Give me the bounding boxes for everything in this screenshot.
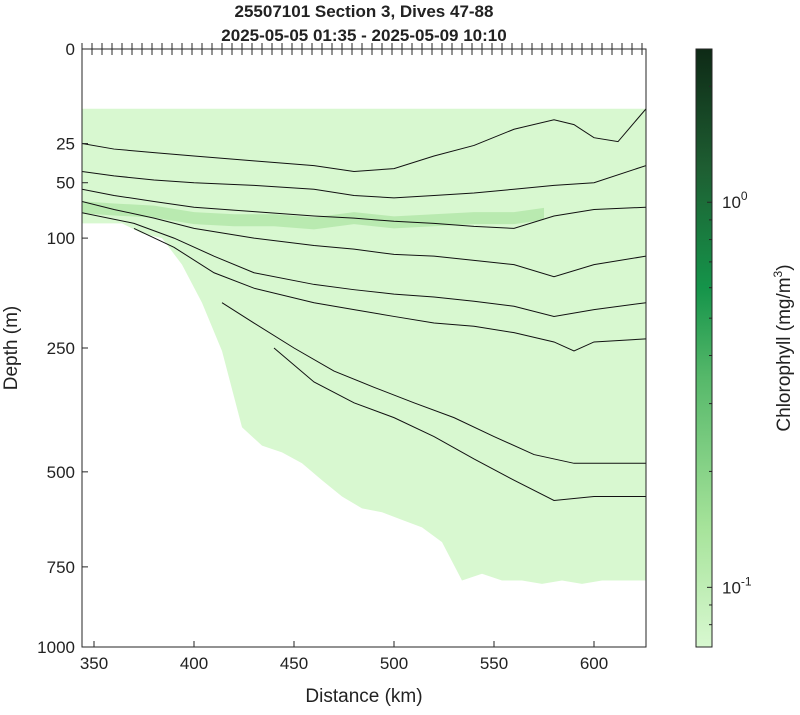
contour-line-4 <box>82 200 646 278</box>
data-field <box>82 108 646 584</box>
x-tick-label: 450 <box>280 654 308 673</box>
y-tick-label: 500 <box>47 463 75 482</box>
x-tick-label: 550 <box>480 654 508 673</box>
y-tick-label: 0 <box>66 40 75 59</box>
y-tick-label: 1000 <box>37 638 75 657</box>
plot-content <box>82 108 646 584</box>
x-tick-label: 600 <box>580 654 608 673</box>
y-tick-label: 25 <box>56 135 75 154</box>
contour-line-2 <box>82 165 646 199</box>
chlorophyll-max-band <box>82 201 544 230</box>
y-tick-label: 750 <box>47 558 75 577</box>
y-axis-label: Depth (m) <box>1 306 22 390</box>
dive-markers <box>81 43 646 55</box>
x-axis-label: Distance (km) <box>305 686 422 707</box>
contour-layer <box>82 108 646 501</box>
x-axis: 350 400 450 500 550 600 <box>80 641 608 673</box>
chart-title-line1: 25507101 Section 3, Dives 47-88 <box>235 2 494 21</box>
y-tick-label: 50 <box>56 174 75 193</box>
x-tick-label: 500 <box>380 654 408 673</box>
y-tick-label: 100 <box>47 229 75 248</box>
x-tick-label: 350 <box>80 654 108 673</box>
chart-title-line2: 2025-05-05 01:35 - 2025-05-09 10:10 <box>221 26 506 45</box>
contour-line-3 <box>82 188 646 229</box>
colorbar-ticks: 10-1 100 <box>707 85 752 648</box>
colorbar-tick-label: 100 <box>722 189 748 212</box>
contour-line-7 <box>221 302 646 464</box>
contour-line-5 <box>82 212 646 317</box>
y-axis: 0 25 50 100 250 500 750 1000 <box>37 40 88 657</box>
contour-line-6 <box>133 227 646 352</box>
colorbar-tick-label: 10-1 <box>722 574 752 597</box>
contour-line-8 <box>273 347 646 501</box>
colorbar <box>695 48 713 648</box>
x-tick-label: 400 <box>180 654 208 673</box>
y-tick-label: 250 <box>47 339 75 358</box>
colorbar-label: Chlorophyll (mg/m3) <box>771 264 795 431</box>
contour-line-1 <box>82 108 646 173</box>
